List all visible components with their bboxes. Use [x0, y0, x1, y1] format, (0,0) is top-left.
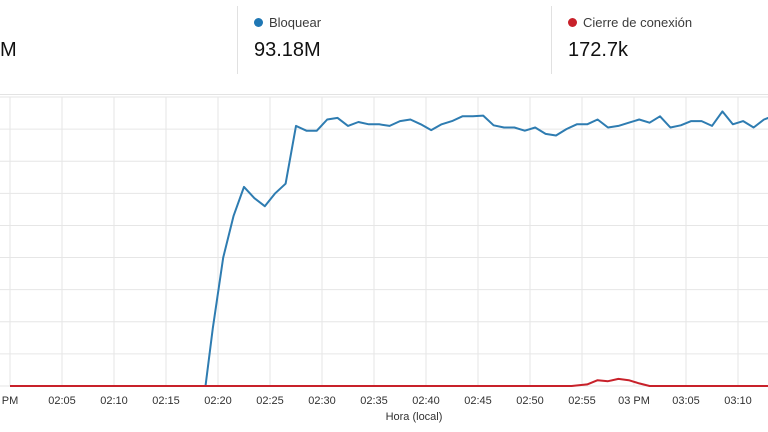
stat-label: Bloquear [269, 15, 322, 30]
series-line-bloquear [10, 110, 768, 387]
x-tick-label: 03 PM [618, 395, 650, 407]
stat-card-cierre: Cierre de conexión 172.7k [552, 0, 768, 76]
x-tick-label: 02:40 [412, 395, 440, 407]
stat-divider [237, 6, 238, 74]
x-tick-label: 02:10 [100, 395, 128, 407]
x-tick-label: 02:15 [152, 395, 180, 407]
x-tick-label: 02:25 [256, 395, 284, 407]
summary-stats: M Bloquear 93.18M Cierre de conexión 172… [0, 0, 768, 76]
x-tick-label: 02:45 [464, 395, 492, 407]
stat-card-bloquear: Bloquear 93.18M [238, 0, 551, 76]
x-tick-label: 02:05 [48, 395, 76, 407]
stat-divider [551, 6, 552, 74]
chart-top-border [0, 94, 768, 95]
x-tick-label: 02:30 [308, 395, 336, 407]
series-dot-icon [568, 18, 577, 27]
x-tick-label: PM [2, 395, 19, 407]
stat-value: 93.18M [254, 39, 321, 61]
series-dot-icon [254, 18, 263, 27]
x-tick-label: 02:50 [516, 395, 544, 407]
x-tick-label: 02:55 [568, 395, 596, 407]
stat-header: Cierre de conexión [568, 15, 692, 30]
series-line-cierre-de-conexion [10, 377, 768, 387]
stat-value: M [0, 39, 17, 61]
x-tick-label: 02:20 [204, 395, 232, 407]
grid [0, 96, 768, 387]
stat-header: Bloquear [254, 15, 321, 30]
stat-label: Cierre de conexión [583, 15, 693, 30]
x-tick-label: 02:35 [360, 395, 388, 407]
stat-value: 172.7k [568, 39, 629, 61]
x-tick-label: 03:05 [672, 395, 700, 407]
series-lines [10, 110, 768, 387]
x-axis-ticks: PM 02:05 02:10 02:15 02:20 02:25 02:30 02:35 02:… [2, 395, 752, 407]
stat-card-first: M [0, 0, 234, 76]
x-tick-label: 03:10 [724, 395, 752, 407]
x-axis-title: Hora (local) [386, 411, 443, 423]
